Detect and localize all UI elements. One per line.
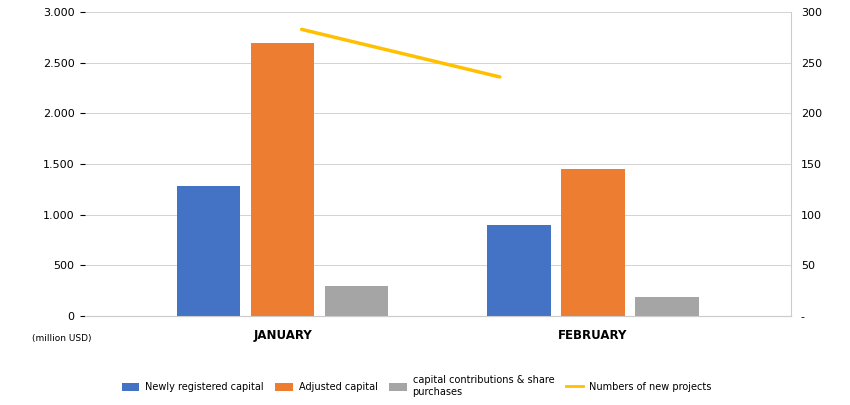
Bar (177, 186, 241, 316)
Legend: Newly registered capital, Adjusted capital, capital contributions & share
purcha: Newly registered capital, Adjusted capit… (122, 375, 711, 397)
Bar (487, 225, 551, 316)
Bar (251, 43, 314, 316)
Bar (561, 169, 625, 316)
Bar (325, 286, 388, 316)
Text: (million USD): (million USD) (32, 334, 92, 343)
Bar (635, 296, 699, 316)
